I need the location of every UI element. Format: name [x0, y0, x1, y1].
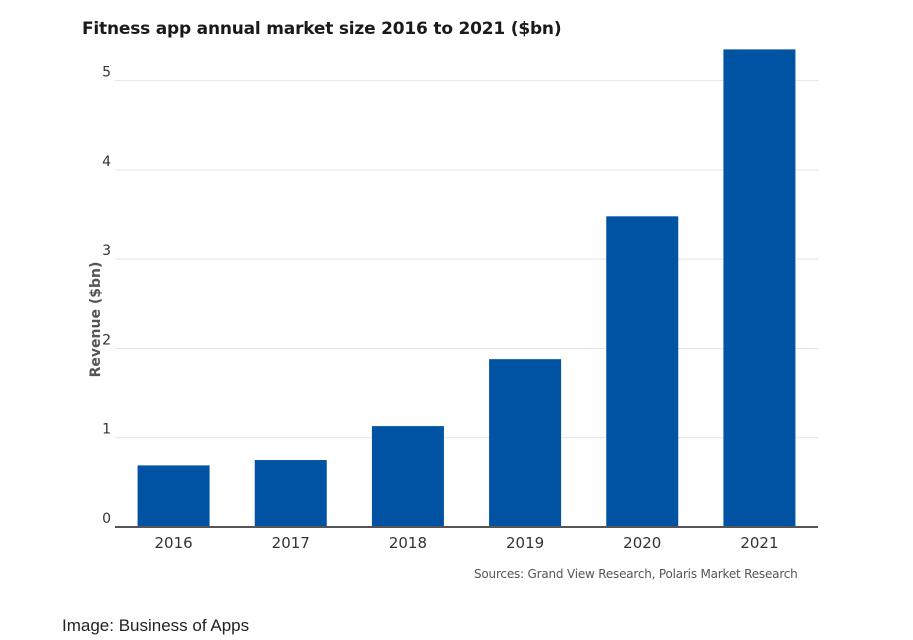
x-tick-label: 2019 — [506, 534, 544, 552]
bar-2018 — [371, 426, 444, 527]
y-axis-title: Revenue ($bn) — [88, 262, 104, 378]
y-tick-label: 0 — [102, 511, 111, 527]
x-tick-label: 2021 — [740, 534, 778, 552]
y-tick-label: 5 — [102, 65, 111, 81]
x-tick-label: 2017 — [272, 534, 310, 552]
grid-lines — [115, 80, 818, 439]
bar-2019 — [489, 359, 562, 527]
image-credit: Image: Business of Apps — [62, 616, 250, 635]
x-tick-label: 2020 — [623, 534, 661, 552]
bar-2016 — [137, 465, 210, 527]
bar-2020 — [606, 216, 679, 527]
y-tick-labels: 0 1 2 3 4 5 — [102, 65, 111, 527]
bar-2017 — [254, 460, 327, 527]
x-tick-label: 2018 — [389, 534, 427, 552]
x-tick-label: 2016 — [154, 534, 192, 552]
y-tick-label: 3 — [102, 243, 111, 259]
bars — [137, 49, 796, 528]
y-tick-label: 2 — [102, 332, 111, 348]
y-tick-label: 1 — [102, 422, 111, 438]
x-tick-labels: 2016 2017 2018 2019 2020 2021 — [154, 534, 778, 552]
chart-title: Fitness app annual market size 2016 to 2… — [82, 19, 562, 39]
bar-2021 — [723, 49, 796, 528]
y-tick-label: 4 — [102, 154, 111, 170]
source-note: Sources: Grand View Research, Polaris Ma… — [474, 567, 798, 581]
